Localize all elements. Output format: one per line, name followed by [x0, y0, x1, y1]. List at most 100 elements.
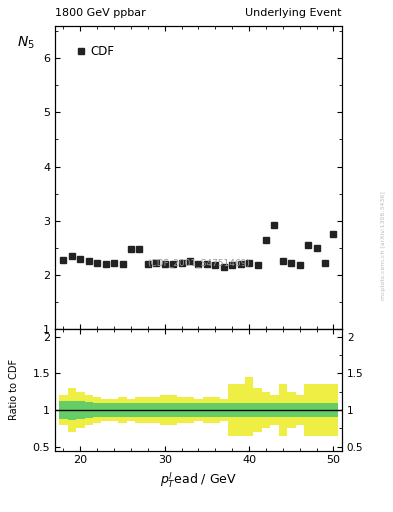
Bar [59, 401, 68, 419]
Bar [279, 385, 287, 436]
Bar [101, 403, 110, 417]
Bar [245, 403, 253, 417]
Bar [237, 403, 245, 417]
CDF [314, 245, 319, 251]
Bar [68, 388, 76, 432]
CDF [289, 260, 294, 266]
Bar [177, 403, 186, 417]
CDF [306, 242, 310, 248]
Bar [93, 397, 101, 423]
Bar [211, 403, 220, 417]
Bar [76, 401, 84, 419]
Bar [329, 385, 338, 436]
Bar [203, 397, 211, 423]
Bar [312, 385, 321, 436]
Bar [270, 395, 279, 425]
Bar [84, 395, 93, 425]
Bar [160, 403, 169, 417]
Bar [110, 403, 118, 417]
Bar [237, 385, 245, 436]
Bar [135, 403, 143, 417]
Bar [143, 403, 152, 417]
Bar [279, 403, 287, 417]
CDF [61, 257, 66, 263]
Text: (CDF_2001_S4751469): (CDF_2001_S4751469) [147, 258, 250, 267]
CDF [162, 261, 167, 267]
CDF [78, 255, 83, 262]
Bar [160, 395, 169, 425]
Legend: CDF: CDF [72, 40, 119, 63]
CDF [70, 253, 74, 259]
CDF [171, 261, 176, 267]
Bar [84, 402, 93, 418]
Y-axis label: Ratio to CDF: Ratio to CDF [9, 359, 19, 420]
Bar [135, 397, 143, 423]
Bar [270, 403, 279, 417]
Line: CDF: CDF [61, 222, 336, 270]
Bar [287, 392, 296, 429]
Text: Underlying Event: Underlying Event [245, 8, 342, 18]
CDF [238, 261, 243, 267]
Bar [321, 403, 329, 417]
Bar [262, 392, 270, 429]
Bar [304, 385, 312, 436]
CDF [103, 261, 108, 267]
Bar [203, 403, 211, 417]
Bar [118, 403, 127, 417]
Bar [287, 403, 296, 417]
CDF [129, 246, 133, 252]
Bar [194, 403, 203, 417]
CDF [196, 261, 201, 267]
Bar [110, 399, 118, 421]
Bar [253, 388, 262, 432]
CDF [213, 262, 218, 268]
CDF [323, 260, 327, 266]
CDF [255, 262, 260, 268]
Bar [143, 397, 152, 423]
CDF [281, 259, 285, 265]
CDF [264, 237, 268, 243]
Bar [68, 400, 76, 420]
Bar [245, 377, 253, 436]
Bar [186, 403, 194, 417]
Bar [118, 397, 127, 423]
CDF [120, 261, 125, 267]
CDF [331, 231, 336, 238]
Bar [211, 397, 220, 423]
Bar [152, 397, 160, 423]
CDF [145, 261, 150, 267]
Bar [152, 403, 160, 417]
Bar [186, 397, 194, 423]
Bar [177, 397, 186, 423]
Bar [169, 403, 177, 417]
Bar [127, 399, 135, 421]
Bar [253, 403, 262, 417]
Y-axis label: $N_5$: $N_5$ [17, 35, 35, 51]
Bar [194, 399, 203, 421]
Text: mcplots.cern.ch [arXiv:1306.3436]: mcplots.cern.ch [arXiv:1306.3436] [381, 191, 386, 300]
Bar [228, 403, 237, 417]
X-axis label: $p_T^l$ead / GeV: $p_T^l$ead / GeV [160, 471, 237, 490]
CDF [112, 260, 116, 266]
Bar [127, 403, 135, 417]
Bar [220, 399, 228, 421]
CDF [86, 259, 91, 265]
Bar [220, 403, 228, 417]
CDF [179, 260, 184, 266]
Bar [228, 385, 237, 436]
Bar [296, 395, 304, 425]
Bar [296, 403, 304, 417]
CDF [221, 264, 226, 270]
CDF [298, 262, 302, 268]
CDF [188, 259, 193, 265]
Text: 1800 GeV ppbar: 1800 GeV ppbar [55, 8, 146, 18]
CDF [272, 222, 277, 228]
Bar [169, 395, 177, 425]
Bar [304, 403, 312, 417]
Bar [312, 403, 321, 417]
CDF [154, 260, 159, 266]
Bar [59, 395, 68, 425]
Bar [93, 403, 101, 417]
Bar [329, 403, 338, 417]
Bar [101, 399, 110, 421]
